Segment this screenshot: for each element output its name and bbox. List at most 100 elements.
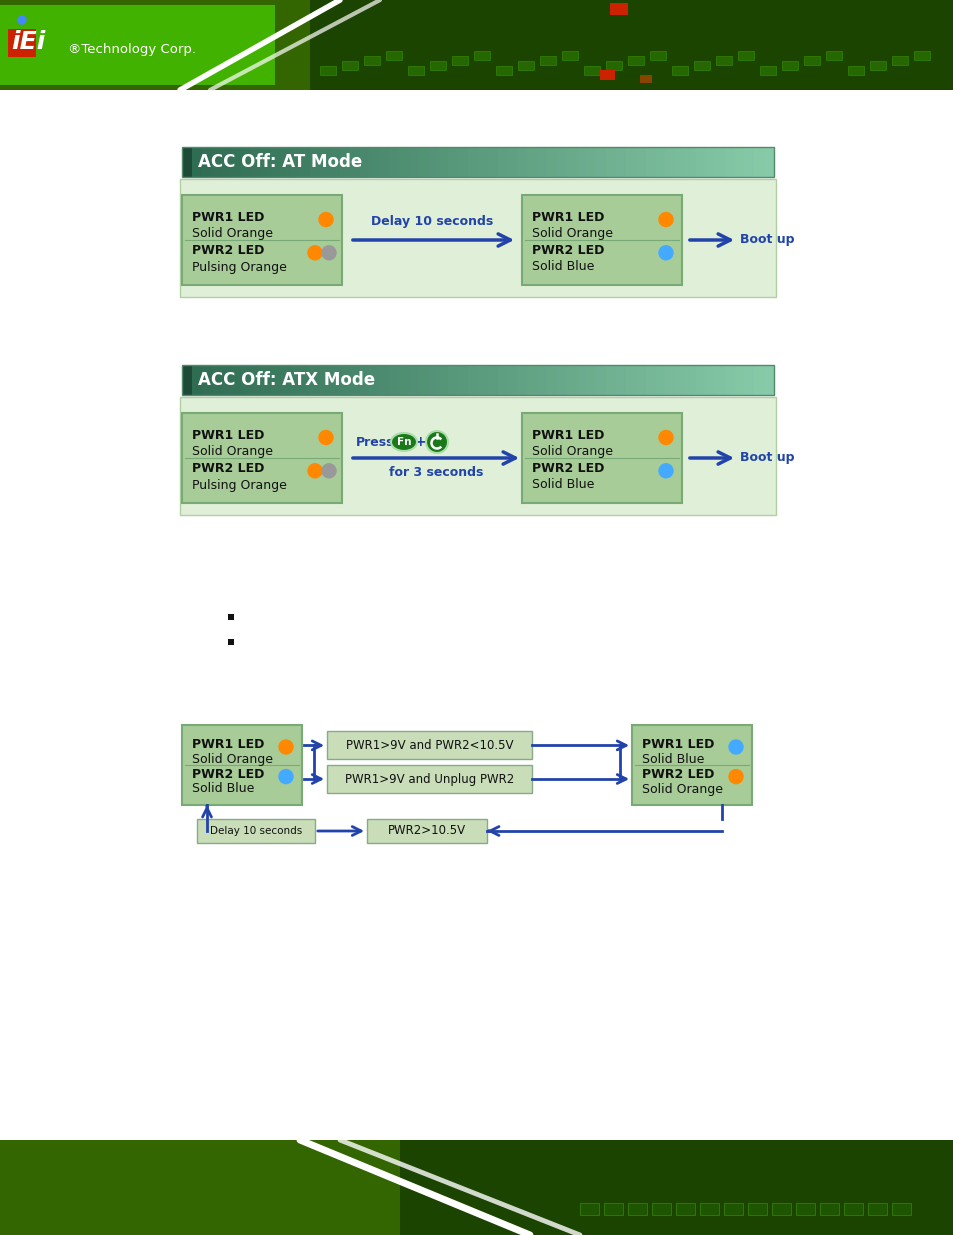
FancyBboxPatch shape bbox=[609, 2, 627, 15]
FancyBboxPatch shape bbox=[448, 366, 458, 395]
FancyBboxPatch shape bbox=[192, 147, 203, 177]
FancyBboxPatch shape bbox=[869, 61, 885, 70]
FancyBboxPatch shape bbox=[627, 56, 643, 65]
FancyBboxPatch shape bbox=[228, 638, 233, 645]
FancyBboxPatch shape bbox=[704, 366, 715, 395]
FancyBboxPatch shape bbox=[576, 147, 587, 177]
FancyBboxPatch shape bbox=[339, 147, 351, 177]
FancyBboxPatch shape bbox=[386, 51, 401, 61]
Circle shape bbox=[659, 212, 672, 226]
FancyBboxPatch shape bbox=[795, 1203, 814, 1215]
FancyBboxPatch shape bbox=[477, 366, 488, 395]
FancyBboxPatch shape bbox=[645, 366, 656, 395]
Circle shape bbox=[728, 740, 742, 755]
FancyBboxPatch shape bbox=[576, 366, 587, 395]
FancyBboxPatch shape bbox=[320, 366, 331, 395]
FancyBboxPatch shape bbox=[693, 61, 709, 70]
FancyBboxPatch shape bbox=[625, 366, 637, 395]
FancyBboxPatch shape bbox=[847, 65, 863, 75]
FancyBboxPatch shape bbox=[0, 0, 310, 90]
FancyBboxPatch shape bbox=[0, 0, 953, 90]
FancyBboxPatch shape bbox=[182, 147, 192, 177]
FancyBboxPatch shape bbox=[291, 147, 301, 177]
FancyBboxPatch shape bbox=[221, 147, 233, 177]
FancyBboxPatch shape bbox=[605, 366, 617, 395]
FancyBboxPatch shape bbox=[212, 147, 222, 177]
FancyBboxPatch shape bbox=[430, 61, 446, 70]
FancyBboxPatch shape bbox=[319, 65, 335, 75]
FancyBboxPatch shape bbox=[684, 147, 696, 177]
FancyBboxPatch shape bbox=[231, 147, 242, 177]
FancyBboxPatch shape bbox=[583, 65, 599, 75]
FancyBboxPatch shape bbox=[408, 65, 423, 75]
FancyBboxPatch shape bbox=[803, 56, 820, 65]
Text: Solid Orange: Solid Orange bbox=[192, 227, 273, 240]
FancyBboxPatch shape bbox=[409, 366, 419, 395]
Text: PWR2 LED: PWR2 LED bbox=[641, 768, 714, 781]
Text: ®Technology Corp.: ®Technology Corp. bbox=[68, 43, 195, 57]
FancyBboxPatch shape bbox=[605, 147, 617, 177]
FancyBboxPatch shape bbox=[655, 366, 666, 395]
Text: Boot up: Boot up bbox=[740, 233, 794, 247]
FancyBboxPatch shape bbox=[537, 366, 547, 395]
FancyBboxPatch shape bbox=[310, 366, 321, 395]
FancyBboxPatch shape bbox=[280, 147, 292, 177]
FancyBboxPatch shape bbox=[201, 366, 213, 395]
FancyBboxPatch shape bbox=[891, 56, 907, 65]
FancyBboxPatch shape bbox=[320, 147, 331, 177]
FancyBboxPatch shape bbox=[631, 725, 751, 805]
FancyBboxPatch shape bbox=[468, 147, 478, 177]
Text: iEi: iEi bbox=[11, 30, 46, 54]
Text: Solid Blue: Solid Blue bbox=[192, 783, 254, 795]
FancyBboxPatch shape bbox=[477, 147, 488, 177]
FancyBboxPatch shape bbox=[261, 147, 272, 177]
Circle shape bbox=[278, 740, 293, 755]
Circle shape bbox=[308, 464, 322, 478]
Text: PWR1 LED: PWR1 LED bbox=[532, 211, 604, 224]
FancyBboxPatch shape bbox=[738, 51, 753, 61]
FancyBboxPatch shape bbox=[192, 366, 203, 395]
FancyBboxPatch shape bbox=[300, 147, 311, 177]
FancyBboxPatch shape bbox=[280, 366, 292, 395]
FancyBboxPatch shape bbox=[566, 366, 578, 395]
FancyBboxPatch shape bbox=[487, 147, 498, 177]
FancyBboxPatch shape bbox=[369, 147, 380, 177]
FancyBboxPatch shape bbox=[763, 147, 774, 177]
FancyBboxPatch shape bbox=[675, 147, 685, 177]
FancyBboxPatch shape bbox=[212, 366, 222, 395]
FancyBboxPatch shape bbox=[310, 147, 321, 177]
Circle shape bbox=[728, 769, 742, 783]
FancyBboxPatch shape bbox=[561, 51, 578, 61]
FancyBboxPatch shape bbox=[546, 147, 558, 177]
FancyBboxPatch shape bbox=[241, 366, 252, 395]
FancyBboxPatch shape bbox=[201, 147, 213, 177]
FancyBboxPatch shape bbox=[452, 56, 468, 65]
FancyBboxPatch shape bbox=[716, 56, 731, 65]
FancyBboxPatch shape bbox=[704, 147, 715, 177]
FancyBboxPatch shape bbox=[665, 366, 676, 395]
FancyBboxPatch shape bbox=[557, 366, 567, 395]
FancyBboxPatch shape bbox=[724, 366, 735, 395]
Text: +: + bbox=[414, 435, 425, 450]
FancyBboxPatch shape bbox=[645, 147, 656, 177]
FancyBboxPatch shape bbox=[438, 366, 449, 395]
FancyBboxPatch shape bbox=[389, 147, 399, 177]
FancyBboxPatch shape bbox=[507, 147, 517, 177]
FancyBboxPatch shape bbox=[539, 56, 556, 65]
Circle shape bbox=[308, 246, 322, 259]
Circle shape bbox=[318, 212, 333, 226]
FancyBboxPatch shape bbox=[182, 195, 341, 285]
FancyBboxPatch shape bbox=[616, 147, 626, 177]
Text: for 3 seconds: for 3 seconds bbox=[389, 466, 482, 479]
FancyBboxPatch shape bbox=[747, 1203, 766, 1215]
Text: PWR1 LED: PWR1 LED bbox=[192, 739, 264, 752]
FancyBboxPatch shape bbox=[228, 614, 233, 620]
Text: PWR2 LED: PWR2 LED bbox=[192, 245, 264, 257]
Text: Solid Blue: Solid Blue bbox=[532, 478, 594, 492]
FancyBboxPatch shape bbox=[743, 147, 755, 177]
Text: PWR1>9V and PWR2<10.5V: PWR1>9V and PWR2<10.5V bbox=[345, 739, 513, 752]
FancyBboxPatch shape bbox=[537, 147, 547, 177]
Text: Solid Orange: Solid Orange bbox=[532, 445, 613, 458]
FancyBboxPatch shape bbox=[781, 61, 797, 70]
Text: Solid Orange: Solid Orange bbox=[532, 227, 613, 240]
